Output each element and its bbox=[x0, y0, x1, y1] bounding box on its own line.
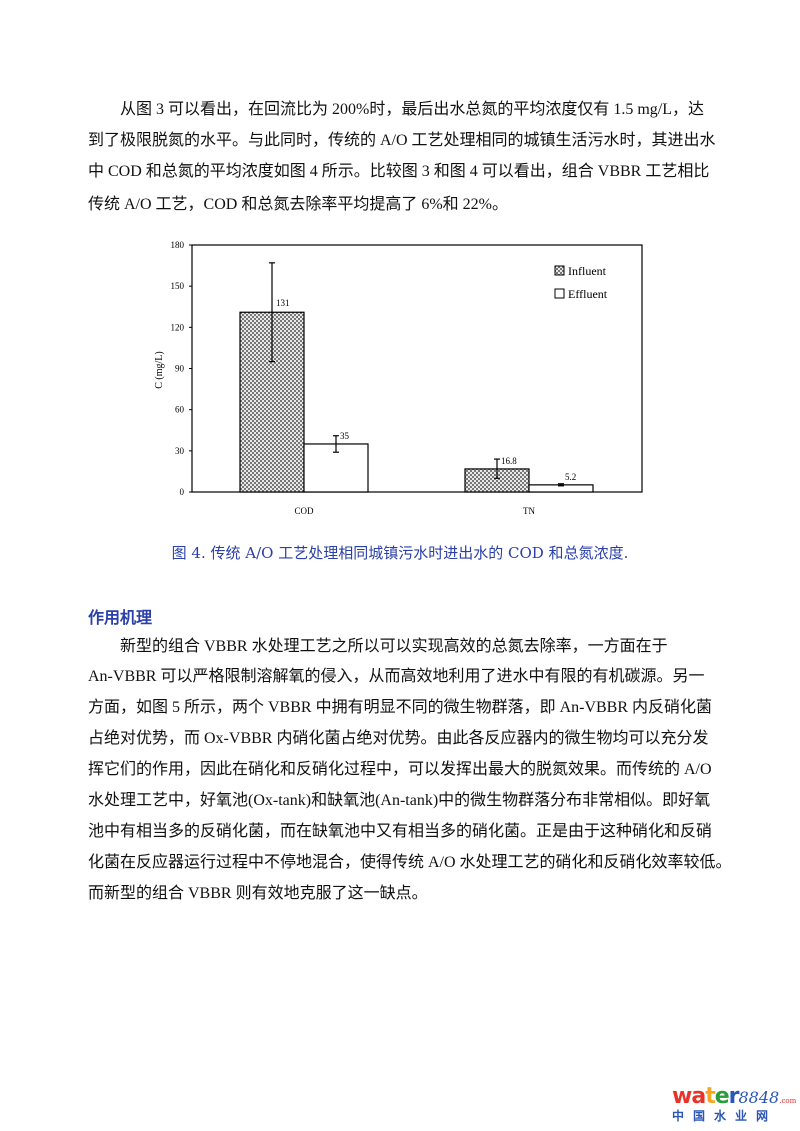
legend-label: Effluent bbox=[568, 287, 608, 301]
figure-caption: 图 4. 传统 A/O 工艺处理相同城镇污水时进出水的 COD 和总氮浓度. bbox=[171, 544, 629, 562]
y-tick-label: 120 bbox=[171, 322, 185, 332]
data-label: 5.2 bbox=[565, 472, 576, 482]
logo-subtitle: 中国水业网 bbox=[672, 1109, 778, 1123]
text-line: 从图 3 可以看出，在回流比为 200%时，最后出水总氮的平均浓度仅有 1.5 … bbox=[88, 101, 704, 118]
data-label: 131 bbox=[276, 298, 290, 308]
text-line: 挥它们的作用，因此在硝化和反硝化过程中，可以发挥出最大的脱氮效果。而传统的 A/… bbox=[88, 761, 712, 778]
text-line: 池中有相当多的反硝化菌，而在缺氧池中又有相当多的硝化菌。正是由于这种硝化和反硝 bbox=[88, 823, 713, 840]
text-line: 中 COD 和总氮的平均浓度如图 4 所示。比较图 3 和图 4 可以看出，组合… bbox=[88, 163, 710, 180]
y-tick-label: 30 bbox=[175, 446, 185, 456]
text-line: An-VBBR 可以严格限制溶解氧的侵入，从而高效地利用了进水中有限的有机碳源。… bbox=[88, 668, 705, 685]
x-tick-label: COD bbox=[294, 506, 314, 516]
y-tick-label: 180 bbox=[171, 240, 185, 250]
legend-label: Influent bbox=[568, 264, 607, 278]
y-tick-label: 0 bbox=[180, 487, 185, 497]
legend-swatch-effluent bbox=[554, 288, 565, 299]
water8848-logo: water8848.com 中国水业网 bbox=[672, 1084, 797, 1123]
legend-swatch-influent bbox=[554, 265, 565, 276]
y-axis-label: C (mg/L) bbox=[154, 351, 165, 389]
y-tick-label: 150 bbox=[171, 281, 185, 291]
x-tick-label: TN bbox=[523, 506, 535, 516]
data-label: 35 bbox=[340, 431, 350, 441]
bar-chart: 0 30 60 90 120 150 180 COD 131 35 TN 16.8 5.2 Influen… bbox=[154, 240, 643, 516]
section-heading: 作用机理 bbox=[88, 608, 153, 627]
text-line: 方面，如图 5 所示，两个 VBBR 中拥有明显不同的微生物群落，即 An-VB… bbox=[88, 699, 713, 716]
text-line: 传统 A/O 工艺，COD 和总氮去除率平均提高了 6%和 22%。 bbox=[88, 196, 508, 213]
y-tick-label: 90 bbox=[175, 364, 185, 374]
text-line: 新型的组合 VBBR 水处理工艺之所以可以实现高效的总氮去除率，一方面在于 bbox=[88, 638, 668, 655]
text-line: 到了极限脱氮的水平。与此同时，传统的 A/O 工艺处理相同的城镇生活污水时，其进… bbox=[88, 132, 716, 149]
text-line: 水处理工艺中，好氧池(Ox-tank)和缺氧池(An-tank)中的微生物群落分… bbox=[88, 792, 711, 809]
text-line: 化菌在反应器运行过程中不停地混合，使得传统 A/O 水处理工艺的硝化和反硝化效率… bbox=[88, 854, 732, 871]
text-line: 占绝对优势，而 Ox-VBBR 内硝化菌占绝对优势。由此各反应器内的微生物均可以… bbox=[88, 730, 709, 747]
text-line: 而新型的组合 VBBR 则有效地克服了这一缺点。 bbox=[88, 885, 428, 902]
data-label: 16.8 bbox=[501, 456, 517, 466]
y-tick-label: 60 bbox=[175, 405, 185, 415]
